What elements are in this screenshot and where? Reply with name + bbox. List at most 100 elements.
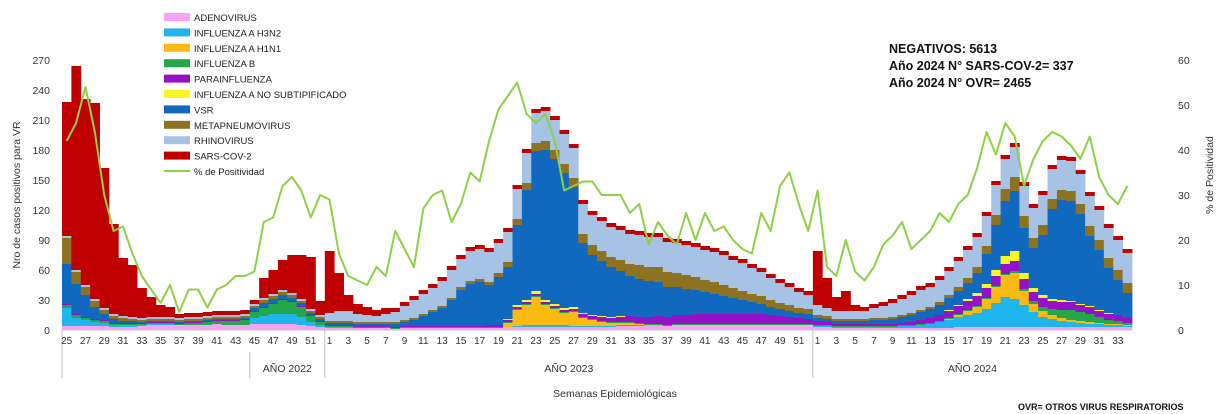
negatives-count: NEGATIVOS: 5613 [889, 42, 998, 56]
bar-segment-parainfluenza [381, 326, 391, 327]
x-tick-label: 43 [230, 336, 242, 347]
bar-segment-vsr [99, 314, 110, 320]
legend-label: % de Positividad [194, 167, 264, 178]
bar-segment-influenza-a-no-subtipificado [1085, 306, 1095, 307]
x-tick-label: 31 [117, 336, 129, 347]
bar-segment-vsr [465, 284, 476, 326]
legend-swatch [164, 90, 190, 98]
bar-segment-rhinovirus [315, 315, 326, 317]
bar-segment-metapneumovirus [540, 141, 551, 150]
bar-segment-vsr [381, 324, 391, 326]
bar-segment-rhinovirus [334, 311, 344, 321]
bar-segment-influenza-a-h3n2 [324, 327, 335, 328]
bar-segment-metapneumovirus [155, 319, 166, 321]
bar-segment-vsr [137, 322, 147, 323]
bar-segment-vsr [521, 190, 532, 300]
bar-segment-influenza-b [1038, 307, 1048, 311]
bar-segment-rhinovirus [906, 295, 917, 313]
bar-segment-metapneumovirus [437, 306, 448, 308]
bar-segment-vsr [474, 282, 485, 326]
bar-segment-parainfluenza [118, 323, 129, 324]
bar-segment-parainfluenza [268, 303, 279, 304]
bar-segment-sars-cov-2 [756, 268, 767, 272]
bar-segment-sars-cov-2 [991, 181, 1001, 185]
bar-segment-vsr [1028, 248, 1039, 288]
bar-segment-adenovirus [850, 328, 861, 330]
legend-label: SARS-COV-2 [194, 152, 252, 163]
bar-segment-sars-cov-2 [531, 109, 542, 113]
bar-segment-vsr [662, 287, 673, 317]
bar-segment-metapneumovirus [597, 251, 607, 261]
bar-segment-influenza-a-h3n2 [887, 327, 898, 328]
bar-segment-adenovirus [343, 328, 354, 330]
bar-segment-influenza-b [90, 320, 100, 322]
bar-segment-influenza-b [1056, 310, 1067, 318]
bar-segment-adenovirus [127, 327, 138, 330]
bar-segment-influenza-a-h3n2 [1075, 323, 1086, 327]
bar-segment-influenza-b [568, 311, 579, 312]
bar-segment-adenovirus [493, 328, 504, 330]
bar-segment-metapneumovirus [981, 246, 992, 254]
y2-axis-title: % de Positividad [1204, 136, 1216, 214]
bar-segment-adenovirus [437, 328, 448, 330]
bar-segment-metapneumovirus [324, 321, 335, 323]
bar-segment-parainfluenza [287, 301, 298, 302]
bar-segment-influenza-b [662, 325, 673, 326]
bar-segment-parainfluenza [625, 316, 635, 322]
bar-segment-vsr [681, 289, 692, 315]
bar-segment-metapneumovirus [794, 308, 804, 313]
bar-segment-sars-cov-2 [127, 265, 138, 317]
bar-segment-vsr [108, 319, 119, 323]
x-tick-label: 11 [906, 336, 917, 347]
bar-segment-parainfluenza [869, 324, 879, 326]
bar-segment-adenovirus [794, 325, 804, 330]
bar-segment-parainfluenza [606, 318, 617, 322]
bar-segment-influenza-a-h3n2 [127, 325, 138, 327]
bar-segment-rhinovirus [775, 283, 786, 303]
bar-segment-metapneumovirus [259, 300, 269, 303]
bar-segment-parainfluenza [775, 316, 786, 324]
bar-segment-sars-cov-2 [287, 255, 298, 293]
bar-segment-sars-cov-2 [1028, 204, 1039, 208]
bar-segment-adenovirus [1075, 327, 1086, 330]
bar-segment-influenza-a-h1n1 [972, 307, 983, 313]
bar-segment-influenza-a-no-subtipificado [531, 291, 542, 294]
bar-segment-influenza-b [371, 327, 382, 328]
bar-segment-vsr [259, 303, 269, 307]
bar-segment-adenovirus [531, 327, 542, 330]
y-tick-label: 180 [32, 145, 50, 157]
bar-segment-sars-cov-2 [240, 310, 251, 314]
bar-segment-rhinovirus [287, 293, 298, 295]
bar-segment-metapneumovirus [137, 320, 147, 322]
bar-segment-influenza-a-h3n2 [822, 326, 833, 327]
bar-segment-influenza-b [399, 327, 410, 328]
bar-segment-sars-cov-2 [1038, 191, 1048, 195]
y2-tick-label: 40 [1178, 145, 1190, 157]
bar-segment-vsr [493, 277, 504, 325]
bar-segment-parainfluenza [230, 320, 241, 321]
bar-segment-adenovirus [352, 328, 363, 330]
bar-segment-rhinovirus [597, 221, 607, 251]
bar-segment-metapneumovirus [1028, 238, 1039, 248]
bar-segment-parainfluenza [550, 306, 560, 308]
bar-segment-vsr [672, 287, 682, 315]
bar-segment-parainfluenza [212, 320, 222, 321]
bar-segment-rhinovirus [991, 185, 1001, 215]
bar-segment-sars-cov-2 [925, 283, 936, 287]
bar-segment-sars-cov-2 [174, 314, 185, 318]
bar-segment-influenza-b [540, 304, 551, 305]
bar-segment-adenovirus [578, 327, 589, 330]
bar-segment-adenovirus [230, 325, 241, 330]
bar-segment-influenza-a-h3n2 [146, 324, 157, 325]
bar-segment-vsr [428, 312, 438, 326]
bar-segment-adenovirus [155, 325, 166, 330]
bar-segment-parainfluenza [578, 314, 589, 317]
bar-segment-rhinovirus [1113, 240, 1124, 270]
bar-segment-rhinovirus [362, 315, 373, 322]
bar-segment-parainfluenza [690, 314, 701, 324]
bar-segment-rhinovirus [672, 243, 682, 273]
bar-segment-adenovirus [118, 327, 129, 330]
bar-segment-adenovirus [240, 325, 251, 330]
bar-segment-parainfluenza [503, 320, 513, 322]
bar-segment-sars-cov-2 [399, 302, 410, 306]
